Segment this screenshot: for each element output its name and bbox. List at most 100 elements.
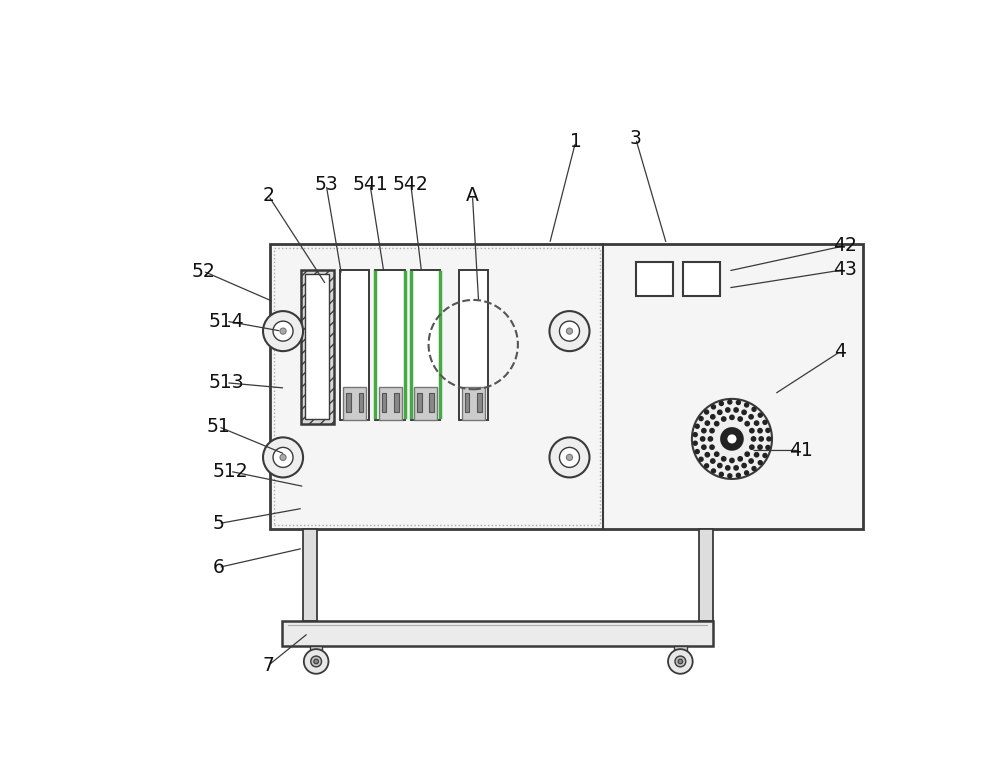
- Circle shape: [311, 656, 322, 667]
- Circle shape: [745, 403, 749, 407]
- Text: 541: 541: [352, 175, 388, 194]
- Bar: [358, 394, 363, 412]
- Circle shape: [705, 421, 709, 425]
- Text: 514: 514: [208, 312, 244, 330]
- Circle shape: [726, 408, 730, 412]
- Circle shape: [758, 445, 762, 449]
- Circle shape: [763, 420, 767, 424]
- Circle shape: [695, 424, 699, 428]
- Circle shape: [711, 405, 715, 409]
- Circle shape: [750, 445, 754, 449]
- Text: 51: 51: [206, 417, 230, 436]
- Circle shape: [758, 428, 762, 433]
- Circle shape: [273, 321, 293, 341]
- Circle shape: [758, 413, 762, 417]
- Bar: [382, 394, 386, 412]
- Circle shape: [710, 428, 714, 433]
- Circle shape: [711, 459, 715, 464]
- Bar: [699, 529, 713, 622]
- Bar: [414, 388, 437, 420]
- Text: 6: 6: [212, 558, 224, 577]
- Text: 3: 3: [630, 129, 642, 148]
- Circle shape: [742, 410, 746, 414]
- Circle shape: [678, 659, 683, 664]
- Circle shape: [566, 328, 573, 334]
- Circle shape: [549, 311, 590, 351]
- Circle shape: [711, 469, 715, 473]
- Circle shape: [722, 456, 726, 461]
- Circle shape: [728, 400, 732, 404]
- Circle shape: [702, 428, 706, 433]
- Circle shape: [719, 402, 723, 406]
- Bar: [429, 394, 434, 412]
- Circle shape: [726, 466, 730, 470]
- Circle shape: [766, 428, 770, 432]
- Text: 5: 5: [212, 514, 224, 533]
- Bar: [417, 394, 422, 412]
- Text: A: A: [466, 186, 479, 205]
- Circle shape: [280, 454, 286, 460]
- Circle shape: [699, 417, 703, 420]
- Text: 52: 52: [191, 262, 215, 280]
- Circle shape: [263, 438, 303, 478]
- Circle shape: [721, 428, 743, 449]
- Bar: [674, 646, 687, 654]
- Circle shape: [718, 410, 722, 414]
- Bar: [282, 622, 713, 646]
- Circle shape: [314, 659, 318, 664]
- Circle shape: [767, 437, 771, 441]
- Bar: [462, 388, 485, 420]
- Circle shape: [730, 458, 734, 463]
- Bar: [310, 646, 322, 654]
- Circle shape: [705, 464, 709, 467]
- Circle shape: [280, 328, 286, 334]
- Circle shape: [742, 464, 746, 467]
- Text: 513: 513: [208, 373, 244, 392]
- Circle shape: [675, 656, 686, 667]
- Circle shape: [736, 401, 740, 405]
- Bar: [303, 529, 317, 622]
- Circle shape: [692, 399, 772, 479]
- Circle shape: [763, 453, 767, 457]
- Text: 1: 1: [570, 132, 582, 151]
- Bar: [477, 394, 482, 412]
- Circle shape: [304, 649, 328, 673]
- Circle shape: [754, 453, 759, 457]
- Circle shape: [695, 449, 699, 453]
- Bar: [379, 388, 402, 420]
- Circle shape: [738, 456, 742, 461]
- Bar: [346, 394, 351, 412]
- Circle shape: [752, 407, 756, 411]
- Circle shape: [705, 453, 709, 457]
- Circle shape: [718, 464, 722, 467]
- Text: 7: 7: [262, 656, 274, 675]
- Circle shape: [702, 445, 706, 449]
- Bar: [305, 274, 329, 419]
- Circle shape: [668, 649, 693, 673]
- Circle shape: [759, 437, 763, 441]
- Text: 2: 2: [262, 186, 274, 205]
- Text: 512: 512: [212, 462, 248, 481]
- Circle shape: [758, 460, 762, 464]
- Bar: [340, 269, 369, 420]
- Circle shape: [752, 467, 756, 471]
- Bar: [375, 269, 405, 420]
- Bar: [270, 244, 863, 529]
- Circle shape: [728, 435, 736, 442]
- Circle shape: [745, 452, 749, 456]
- Circle shape: [711, 415, 715, 419]
- Bar: [274, 248, 600, 525]
- Circle shape: [734, 466, 738, 470]
- Circle shape: [701, 437, 705, 441]
- Circle shape: [559, 447, 579, 467]
- Circle shape: [708, 437, 713, 441]
- Circle shape: [745, 471, 749, 474]
- Circle shape: [710, 445, 714, 449]
- Circle shape: [699, 457, 703, 461]
- Text: 41: 41: [789, 441, 813, 460]
- Bar: [636, 262, 673, 297]
- Circle shape: [734, 408, 738, 412]
- Text: 43: 43: [833, 260, 857, 279]
- Circle shape: [754, 421, 759, 425]
- Circle shape: [750, 428, 754, 433]
